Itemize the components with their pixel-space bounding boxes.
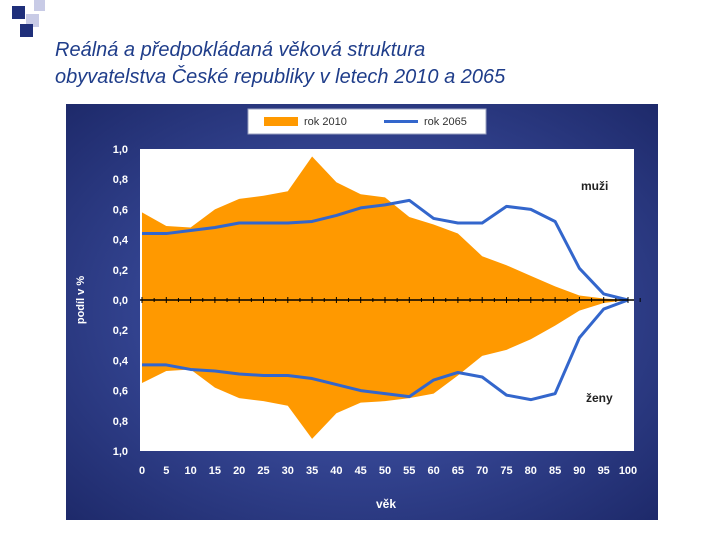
legend-box [247, 108, 487, 135]
x-tick-label: 65 [452, 465, 464, 477]
decor-square-3 [20, 24, 33, 37]
line-2065-men [142, 198, 629, 302]
area-2010-layer [142, 156, 628, 439]
x-tick-label: 15 [209, 465, 221, 477]
x-tick-label: 50 [379, 465, 391, 477]
x-tick-label: 95 [598, 465, 610, 477]
y-tick-label: 0,2 [113, 325, 128, 337]
slide-title-line-2: obyvatelstva České republiky v letech 20… [55, 66, 506, 88]
decor-square-4 [34, 0, 45, 11]
x-tick-label: 75 [500, 465, 512, 477]
x-tick-label: 55 [403, 465, 415, 477]
annotation-women: ženy [586, 391, 613, 405]
decor-square-2 [26, 14, 39, 27]
x-tick-label: 85 [549, 465, 561, 477]
area-2010-women [142, 300, 628, 439]
legend-swatch-2010 [264, 117, 298, 126]
line-2065-layer [142, 198, 629, 402]
y-tick-label: 1,0 [113, 144, 128, 156]
legend-label-2065: rok 2065 [424, 116, 467, 128]
x-tick-label: 35 [306, 465, 318, 477]
chart-panel: rok 2010 rok 2065 muži ženy 1,0 0,8 0,6 0,4… [66, 104, 658, 520]
x-axis-label: věk [376, 497, 396, 511]
x-tick-label: 70 [476, 465, 488, 477]
y-tick-label: 0,2 [113, 265, 128, 277]
slide-title-line-1: Reálná a předpokládaná věková struktura [55, 39, 426, 61]
x-tick-label: 10 [184, 465, 196, 477]
legend-label-2010: rok 2010 [304, 116, 347, 128]
x-tick-label: 80 [525, 465, 537, 477]
decor-square-1 [12, 6, 25, 19]
line-2065-women [142, 298, 629, 402]
y-axis-label: podíl v % [75, 276, 87, 325]
y-tick-label: 0,6 [113, 204, 128, 216]
x-tick-label: 60 [427, 465, 439, 477]
y-tick-label: 0,4 [113, 355, 129, 367]
y-tick-label: 0,4 [113, 235, 129, 247]
y-tick-label: 0,8 [113, 174, 128, 186]
x-tick-label: 45 [355, 465, 367, 477]
y-tick-label: 0,0 [113, 295, 128, 307]
x-tick-label: 100 [619, 465, 637, 477]
x-tick-labels: 0 5 10 15 20 25 30 35 40 45 50 55 60 65 70 75 80 85 90 95 10… [139, 465, 637, 477]
annotation-men: muži [581, 179, 608, 193]
y-tick-label: 0,8 [113, 416, 128, 428]
y-tick-label: 1,0 [113, 446, 128, 458]
area-2010-men [142, 156, 628, 300]
slide-title: Reálná a předpokládaná věková struktura … [55, 37, 695, 91]
x-tick-label: 30 [282, 465, 294, 477]
x-tick-label: 20 [233, 465, 245, 477]
x-tick-label: 25 [257, 465, 269, 477]
x-tick-label: 90 [573, 465, 585, 477]
axis-layer [140, 297, 641, 303]
y-tick-labels: 1,0 0,8 0,6 0,4 0,2 0,0 0,2 0,4 0,6 0,8 1,0 [113, 144, 129, 458]
x-tick-label: 40 [330, 465, 342, 477]
x-tick-label: 0 [139, 465, 145, 477]
y-tick-label: 0,6 [113, 386, 128, 398]
legend: rok 2010 rok 2065 [247, 108, 487, 135]
population-chart: rok 2010 rok 2065 muži ženy 1,0 0,8 0,6 0,4… [66, 104, 658, 520]
x-tick-label: 5 [163, 465, 169, 477]
